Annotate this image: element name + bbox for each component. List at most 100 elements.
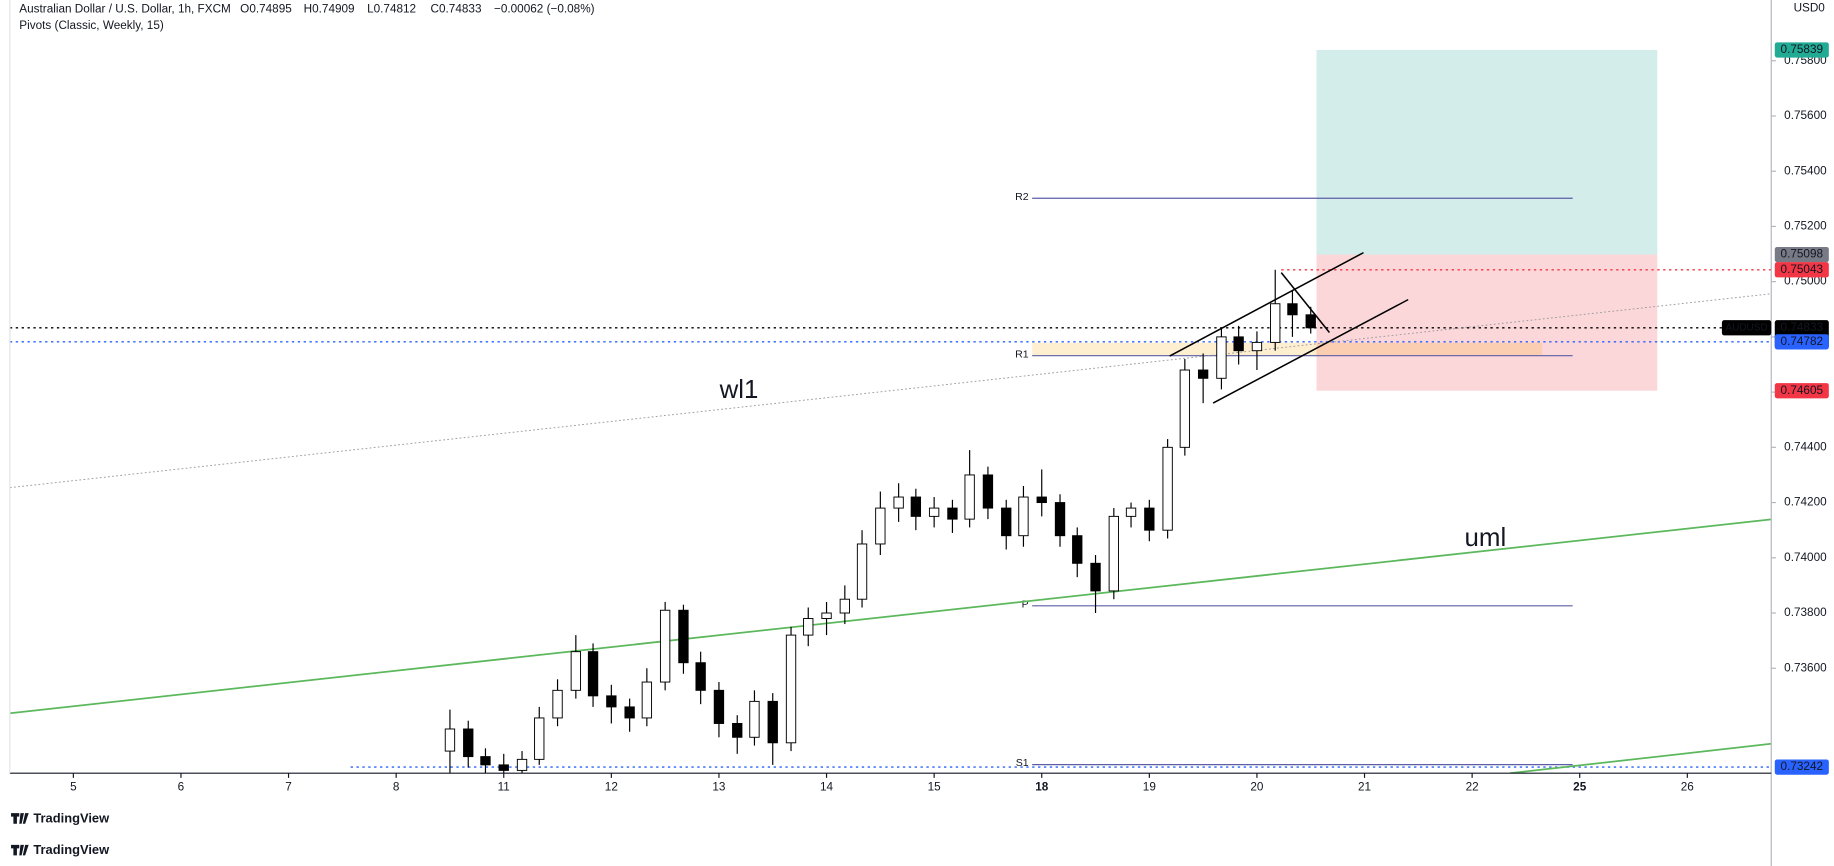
candle-body (695, 662, 706, 691)
pivot-label: R2 (1015, 191, 1029, 203)
price-label-box (1774, 262, 1829, 278)
candle-body (767, 700, 778, 744)
candle-body (964, 474, 975, 520)
candle-body (749, 700, 760, 738)
candle-body (785, 634, 797, 744)
price-label-box (1774, 334, 1829, 350)
currency-flag: 0 (1818, 1, 1825, 14)
price-label: 0.75839 (1781, 43, 1823, 56)
candle-body (928, 507, 940, 517)
indicator-name: Pivots (Classic, Weekly, 15) (19, 19, 164, 32)
candle-body (570, 651, 582, 691)
candle-body (856, 543, 868, 600)
candle-body (1001, 507, 1012, 537)
x-tick-label: 5 (70, 780, 77, 793)
candle-body (659, 609, 671, 683)
candle-body (1233, 336, 1244, 352)
x-tick-label: 22 (1466, 780, 1479, 793)
candle-body (1305, 314, 1316, 329)
y-tick-label: 0.75200 (1784, 220, 1827, 233)
x-tick-label: 25 (1573, 780, 1587, 793)
candle-body (1251, 341, 1263, 352)
candle-body (910, 496, 922, 517)
channel-lower (1212, 298, 1409, 404)
logo-icon (11, 813, 29, 824)
x-tick-label: 15 (928, 780, 942, 793)
x-tick-label: 13 (712, 780, 726, 793)
price-label-box (1774, 246, 1829, 263)
candle-body (480, 756, 491, 766)
price-label: 0.75098 (1781, 248, 1824, 261)
y-tick-label: 0.73800 (1784, 606, 1827, 619)
logo-text: TradingView (33, 842, 110, 857)
target-zone (1316, 49, 1658, 255)
candle-body (1054, 502, 1066, 537)
candle-body (678, 609, 689, 664)
candle-body (1108, 515, 1119, 592)
price-label-box (1774, 383, 1829, 399)
candle-body (1162, 446, 1173, 531)
x-tick-label: 26 (1681, 780, 1695, 793)
x-tick-label: 14 (820, 780, 834, 793)
annotation: wl1 (719, 376, 759, 404)
candle-body (1270, 303, 1281, 343)
x-tick-label: 21 (1358, 780, 1371, 793)
x-tick-label: 20 (1250, 780, 1264, 793)
candle-body (444, 728, 456, 752)
x-tick-label: 11 (498, 780, 510, 793)
candle-body (893, 496, 904, 509)
candle-body (875, 507, 886, 545)
y-tick-label: 0.75000 (1784, 275, 1827, 288)
symbol-box (1721, 320, 1772, 336)
candle-body (534, 717, 545, 760)
x-tick-label: 6 (178, 780, 185, 793)
pivot-label: R1 (1015, 348, 1029, 360)
candle-body (1216, 336, 1227, 379)
candle-body (552, 689, 563, 719)
price-labels: 0.758390.750980.750430.7483304:41AUDUSD0… (1721, 42, 1829, 775)
channel-upper (1169, 251, 1364, 357)
y-tick-label: 0.74200 (1784, 496, 1827, 509)
candle-body (947, 507, 958, 520)
candle-body (1125, 507, 1137, 517)
candle-body (1018, 496, 1029, 537)
candle-body (1036, 496, 1047, 504)
candle-body (1287, 303, 1298, 316)
y-tick-label: 0.75400 (1784, 164, 1827, 177)
drawings (9, 293, 1772, 774)
x-tick-label: 19 (1143, 780, 1156, 793)
symbol: Australian Dollar / U.S. Dollar, 1h, FXC… (19, 3, 231, 16)
candles (444, 269, 1316, 774)
stop-zone (1316, 254, 1658, 391)
logo-text: TradingView (33, 810, 110, 825)
candle-body (463, 728, 474, 758)
candle-body (839, 598, 851, 614)
currency[interactable]: USD (1794, 1, 1819, 14)
candle-body (587, 651, 599, 697)
ohlc-high: H0.74909 (304, 3, 355, 16)
x-tick-label: 18 (1035, 780, 1049, 793)
x-tick-label: 8 (393, 780, 400, 793)
y-tick-label: 0.74000 (1784, 551, 1827, 564)
pivot-label: P (1022, 598, 1029, 610)
price-label: 0.74782 (1781, 335, 1823, 348)
candle-body (1144, 507, 1155, 531)
price-label-box (1774, 759, 1829, 775)
candle-body (1090, 562, 1101, 592)
y-tick-label: 0.75600 (1784, 109, 1827, 122)
candle-body (821, 612, 832, 620)
candle-body (498, 764, 509, 771)
ohlc-change: −0.00062 (−0.08%) (494, 3, 595, 16)
logo-icon (11, 844, 29, 856)
candle-body (732, 722, 743, 738)
y-tick-label: 0.73600 (1784, 661, 1827, 674)
ohlc-low: L0.74812 (367, 3, 416, 16)
x-tick-label: 7 (285, 780, 292, 793)
candle-body (641, 681, 653, 719)
candle-body (606, 695, 617, 708)
candle-body (1197, 369, 1209, 379)
pivot-label: S1 (1016, 757, 1029, 769)
price-label-box (1774, 42, 1829, 58)
